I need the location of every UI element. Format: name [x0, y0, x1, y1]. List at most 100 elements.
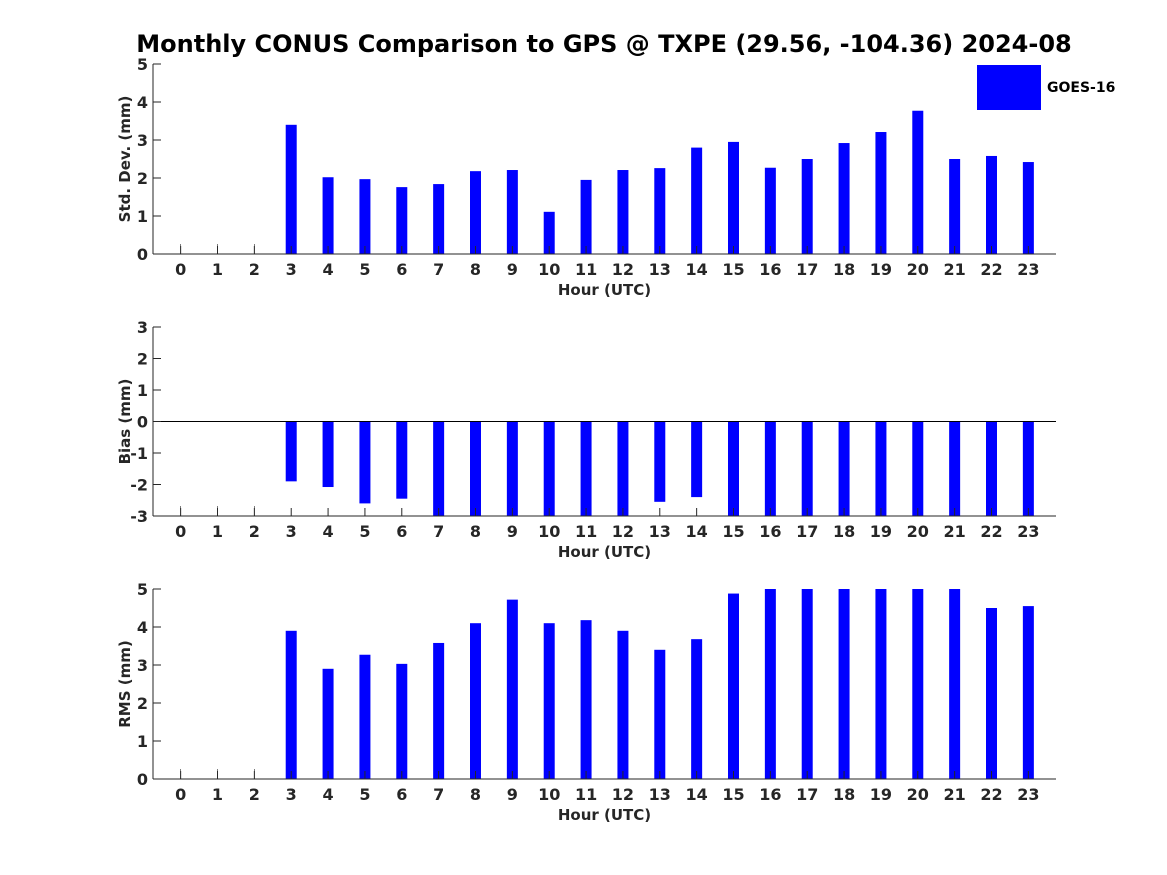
x-tick-label: 7: [433, 785, 444, 804]
x-tick-label: 15: [722, 260, 744, 279]
legend-label: GOES-16: [1047, 80, 1115, 96]
bar: [728, 141, 739, 254]
x-tick-label: 15: [722, 522, 744, 541]
x-tick-label: 4: [323, 785, 334, 804]
x-tick-label: 19: [870, 522, 892, 541]
x-tick-label: 17: [796, 260, 818, 279]
x-tick-label: 15: [722, 785, 744, 804]
x-tick-label: 5: [359, 522, 370, 541]
y-axis-label: Bias (mm): [116, 379, 134, 465]
y-tick-label: 1: [137, 732, 148, 751]
bar: [912, 589, 924, 779]
bar: [396, 663, 408, 779]
x-tick-label: 20: [907, 522, 929, 541]
bar: [285, 421, 297, 482]
y-tick-label: 5: [137, 580, 148, 599]
bar: [691, 639, 703, 779]
bar: [617, 421, 629, 516]
bar: [433, 642, 445, 779]
bar: [1022, 606, 1034, 779]
bar: [322, 668, 334, 779]
bar: [949, 159, 961, 254]
bar: [691, 421, 703, 498]
y-tick-label: 4: [137, 618, 148, 637]
y-tick-label: -1: [130, 444, 148, 463]
x-tick-label: 23: [1017, 260, 1039, 279]
x-tick-label: 4: [323, 260, 334, 279]
x-tick-label: 1: [212, 522, 223, 541]
y-axis-label: Std. Dev. (mm): [116, 96, 134, 223]
x-tick-label: 19: [870, 785, 892, 804]
x-tick-label: 13: [649, 522, 671, 541]
bar: [285, 630, 297, 779]
x-tick-label: 4: [323, 522, 334, 541]
x-tick-label: 9: [507, 260, 518, 279]
x-tick-label: 0: [175, 522, 186, 541]
x-tick-label: 19: [870, 260, 892, 279]
bar: [912, 421, 924, 516]
bar: [617, 170, 629, 254]
x-tick-label: 22: [980, 785, 1002, 804]
x-tick-label: 0: [175, 260, 186, 279]
bar: [470, 421, 481, 516]
x-tick-label: 5: [359, 785, 370, 804]
bar: [986, 608, 997, 779]
bar: [543, 623, 555, 779]
x-tick-label: 8: [470, 785, 481, 804]
bar: [580, 620, 592, 779]
x-tick-label: 13: [649, 260, 671, 279]
bar: [728, 593, 739, 779]
bar: [875, 421, 887, 516]
bar: [838, 589, 850, 779]
y-tick-label: -3: [130, 507, 148, 526]
x-tick-label: 11: [575, 522, 597, 541]
x-tick-label: 12: [612, 785, 634, 804]
x-tick-label: 2: [249, 522, 260, 541]
x-tick-label: 17: [796, 522, 818, 541]
bar: [470, 171, 481, 254]
bar: [580, 179, 592, 254]
bar: [728, 421, 739, 516]
bar: [912, 110, 924, 255]
x-tick-label: 3: [286, 522, 297, 541]
x-tick-label: 10: [538, 522, 560, 541]
x-tick-label: 22: [980, 522, 1002, 541]
y-tick-label: 0: [137, 770, 148, 789]
x-tick-label: 12: [612, 522, 634, 541]
x-tick-label: 23: [1017, 522, 1039, 541]
x-tick-label: 3: [286, 785, 297, 804]
bar: [322, 421, 334, 488]
x-tick-label: 0: [175, 785, 186, 804]
x-tick-label: 21: [944, 785, 966, 804]
x-tick-label: 17: [796, 785, 818, 804]
x-tick-label: 14: [686, 260, 708, 279]
bar: [470, 623, 481, 779]
bar: [801, 421, 813, 516]
x-tick-label: 16: [759, 522, 781, 541]
y-tick-label: 3: [137, 656, 148, 675]
x-tick-label: 18: [833, 522, 855, 541]
x-tick-label: 3: [286, 260, 297, 279]
bar: [838, 143, 850, 254]
bar: [986, 421, 997, 516]
bar: [764, 167, 776, 254]
x-tick-label: 10: [538, 260, 560, 279]
bar: [322, 177, 334, 254]
x-tick-label: 11: [575, 260, 597, 279]
y-tick-label: 2: [137, 694, 148, 713]
x-tick-label: 7: [433, 522, 444, 541]
x-tick-label: 6: [396, 260, 407, 279]
y-tick-label: 0: [137, 413, 148, 432]
legend: GOES-16: [977, 65, 1115, 110]
x-tick-label: 2: [249, 260, 260, 279]
bar: [875, 589, 887, 779]
bar: [654, 421, 666, 502]
bar: [506, 599, 518, 779]
bar: [801, 589, 813, 779]
x-tick-label: 22: [980, 260, 1002, 279]
x-tick-label: 2: [249, 785, 260, 804]
bar: [875, 132, 887, 254]
bar: [359, 654, 371, 779]
legend-swatch: [977, 65, 1041, 110]
